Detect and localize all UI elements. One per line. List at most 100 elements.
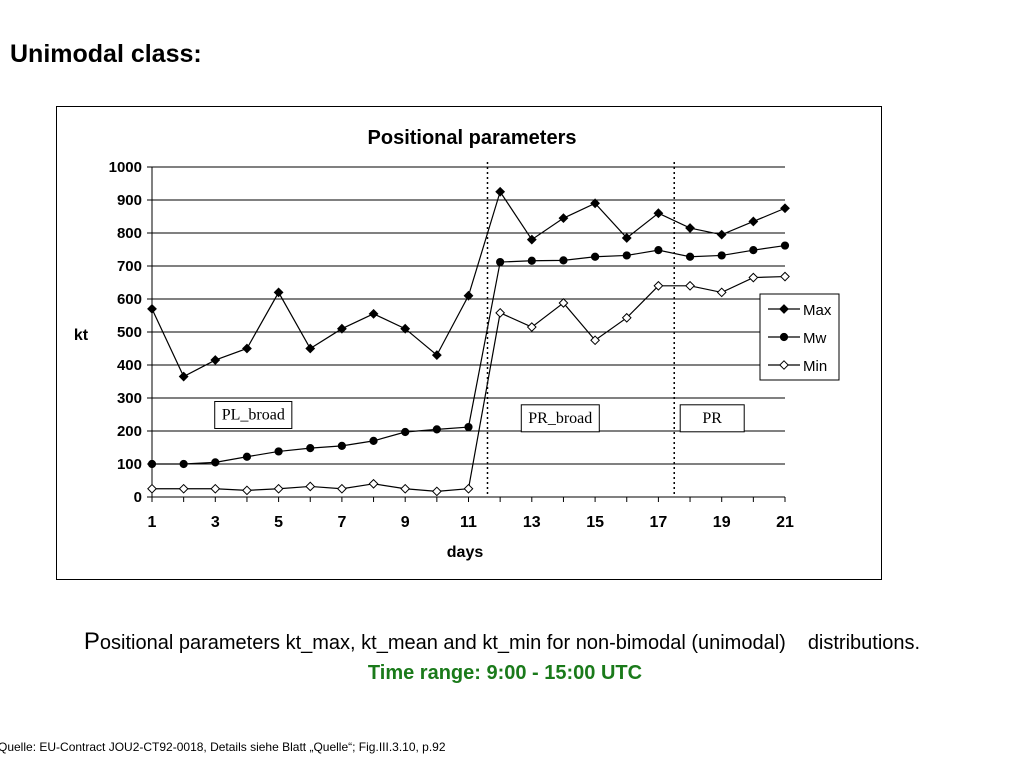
data-point [495, 186, 506, 197]
data-point [210, 483, 221, 494]
data-point [305, 481, 316, 492]
legend-label: Min [803, 358, 827, 375]
source-note: Quelle: EU-Contract JOU2-CT92-0018, Deta… [0, 740, 446, 754]
data-point [368, 308, 379, 319]
figure-caption: Positional parameters kt_max, kt_mean an… [0, 628, 1004, 656]
y-tick-label: 600 [117, 291, 142, 308]
x-tick-label: 7 [337, 514, 346, 531]
data-point [463, 290, 474, 301]
data-point [558, 298, 569, 308]
series-max [147, 186, 790, 382]
data-point [653, 208, 664, 219]
y-tick-label: 900 [117, 192, 142, 209]
data-point [242, 343, 252, 354]
data-point [464, 422, 473, 432]
x-tick-label: 17 [650, 514, 668, 531]
data-point [685, 223, 695, 233]
region-dividers [486, 162, 675, 497]
data-point [147, 483, 157, 494]
data-point [306, 444, 315, 453]
data-point [273, 483, 284, 494]
data-point [431, 350, 442, 361]
caption-end: distributions. [807, 632, 921, 654]
data-point [147, 459, 157, 469]
annotation-label: PR [702, 410, 722, 427]
chart-frame: Positional parameters kt days 0 100 200 300… [56, 106, 882, 580]
data-point [368, 478, 379, 489]
chart-title: Positional parameters [368, 127, 577, 149]
data-point [716, 229, 727, 240]
data-point [463, 483, 474, 494]
x-tick-label: 1 [148, 514, 157, 531]
data-point [591, 252, 600, 261]
data-point [401, 427, 410, 437]
data-point [496, 257, 505, 267]
legend: Max Mw Min [759, 293, 840, 381]
data-point [273, 287, 284, 298]
data-point [337, 441, 346, 450]
slide-title: Unimodal class: [10, 40, 202, 68]
data-point [178, 483, 189, 494]
data-point [211, 458, 220, 467]
data-point [559, 256, 568, 265]
data-point [558, 213, 569, 224]
data-point [432, 425, 441, 434]
x-axis-label: days [447, 544, 484, 561]
data-point [147, 303, 157, 314]
annotation-box [214, 401, 293, 429]
series-mw [147, 241, 790, 469]
data-point [527, 256, 536, 265]
y-axis-label: kt [74, 327, 89, 344]
data-point [653, 280, 664, 291]
x-tick-label: 3 [211, 514, 220, 531]
annotation-box [520, 404, 600, 433]
y-tick-label: 0 [134, 489, 142, 506]
y-tick-label: 100 [117, 456, 142, 473]
data-point [179, 459, 188, 469]
legend-label: Max [803, 302, 832, 319]
data-point [654, 246, 663, 255]
x-tick-label: 9 [401, 514, 410, 531]
y-tick-label: 400 [117, 357, 142, 374]
y-tick-label: 1000 [109, 159, 142, 176]
x-tick-label: 13 [523, 514, 541, 531]
series-lines [147, 186, 790, 497]
data-point [621, 312, 632, 323]
data-point [526, 234, 537, 245]
data-point [749, 246, 758, 255]
data-point [178, 371, 189, 382]
data-point [336, 483, 347, 494]
data-point [590, 335, 601, 346]
data-point [685, 280, 695, 291]
annotation-label: PL_broad [222, 407, 285, 424]
data-point [780, 241, 790, 250]
caption-main: ositional parameters kt_max, kt_mean and… [99, 632, 786, 654]
data-point [717, 251, 726, 260]
data-point [748, 216, 759, 227]
data-point [400, 483, 411, 494]
x-tick-label: 15 [586, 514, 604, 531]
x-tick-label: 5 [274, 514, 283, 531]
caption-initial: P [83, 628, 100, 655]
line-chart: Positional parameters kt days 0 100 200 300… [74, 127, 840, 561]
data-point [621, 233, 632, 243]
data-point [369, 436, 378, 445]
data-point [210, 355, 221, 365]
data-point [780, 271, 790, 282]
y-tick-label: 300 [117, 390, 142, 407]
data-point [242, 452, 252, 461]
annotation-label: PR_broad [528, 410, 592, 427]
y-tick-label: 700 [117, 258, 142, 275]
y-tick-label: 200 [117, 423, 142, 440]
data-point [242, 485, 252, 496]
annotation-box [679, 404, 745, 433]
data-point [590, 198, 601, 209]
series-min [147, 271, 790, 497]
x-tick-label: 11 [460, 514, 477, 531]
data-point [780, 203, 790, 214]
data-point [431, 486, 442, 497]
data-point [748, 272, 759, 283]
data-point [779, 360, 789, 370]
data-point [274, 447, 283, 456]
